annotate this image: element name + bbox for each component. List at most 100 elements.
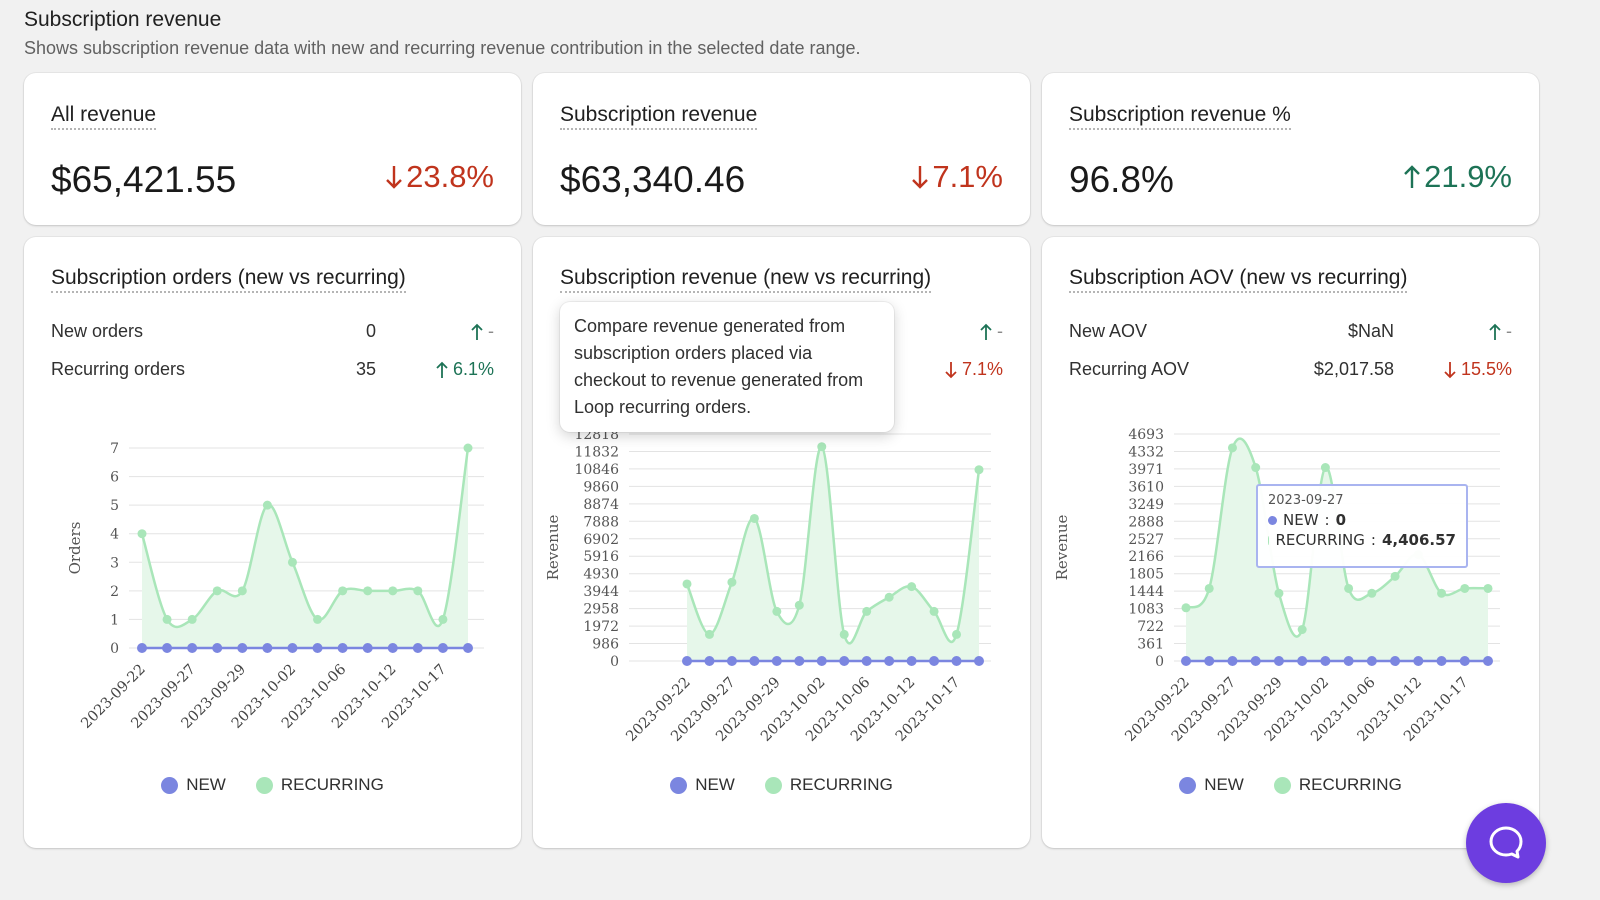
kpi-value: $65,421.55 (51, 159, 237, 200)
tooltip-colon: : (1370, 531, 1376, 549)
legend-label: RECURRING (280, 775, 384, 794)
new-point (771, 656, 782, 666)
legend-item-new[interactable]: NEW (670, 775, 735, 795)
panel-title[interactable]: Subscription orders (new vs recurring) (51, 266, 406, 293)
recurring-point (262, 500, 272, 510)
metric-row-recurring-aov: Recurring AOV $2,017.58 15.5% (1069, 359, 1512, 383)
metric-label: Recurring orders (51, 359, 186, 379)
metric-change-value: 6.1% (452, 359, 494, 379)
recurring-point (839, 629, 849, 639)
new-point (1343, 656, 1354, 666)
legend-item-recurring[interactable]: RECURRING (764, 775, 893, 795)
y-tick-label: 2888 (1128, 514, 1164, 530)
page-title: Subscription revenue (24, 8, 222, 31)
y-axis-label: Revenue (544, 515, 562, 581)
tooltip-label: RECURRING (1275, 531, 1365, 549)
y-axis-label: Revenue (1053, 515, 1071, 581)
y-tick-label: 361 (1137, 637, 1164, 653)
y-tick-label: 1444 (1128, 584, 1164, 600)
recurring-point (1483, 583, 1493, 593)
y-tick-label: 7 (110, 441, 119, 457)
new-point (906, 656, 917, 666)
new-point (884, 656, 895, 666)
new-point (974, 656, 984, 666)
arrow-up-icon (1404, 165, 1420, 188)
new-point (682, 656, 692, 666)
y-tick-label: 9860 (583, 479, 619, 495)
kpi-change: 23.8% (384, 159, 494, 195)
new-point (337, 643, 348, 653)
new-point (704, 656, 715, 666)
info-tooltip: Compare revenue generated from subscript… (560, 302, 894, 432)
recurring-point (1251, 463, 1261, 473)
new-point (287, 643, 298, 653)
metric-change: - (470, 321, 494, 342)
legend-item-recurring[interactable]: RECURRING (255, 775, 384, 795)
metric-label: New orders (51, 321, 144, 341)
recurring-point (1204, 583, 1214, 593)
recurring-point (413, 586, 423, 596)
aov-chart[interactable]: 0361722108314441805216625272888324936103… (1042, 412, 1539, 772)
chart-legend: NEW RECURRING (24, 775, 521, 795)
new-point (1297, 656, 1308, 666)
legend-item-recurring[interactable]: RECURRING (1273, 775, 1402, 795)
metric-change-value: - (1506, 321, 1512, 341)
recurring-point (862, 606, 872, 616)
recurring-point (1437, 588, 1447, 598)
chat-button[interactable] (1466, 803, 1546, 883)
legend-item-new[interactable]: NEW (161, 775, 226, 795)
legend-label: RECURRING (789, 775, 893, 794)
recurring-point (463, 443, 473, 453)
panel-title[interactable]: Subscription AOV (new vs recurring) (1069, 266, 1408, 293)
kpi-title[interactable]: Subscription revenue % (1069, 103, 1291, 130)
new-point (726, 656, 737, 666)
recurring-point (1297, 625, 1307, 635)
recurring-area (142, 448, 468, 648)
recurring-point (974, 465, 984, 475)
panel-subscription-orders: Subscription orders (new vs recurring) N… (24, 237, 521, 848)
recurring-point (388, 586, 398, 596)
y-tick-label: 1972 (583, 619, 619, 635)
kpi-title[interactable]: All revenue (51, 103, 157, 130)
tooltip-row-recurring: RECURRING: 4,406.57 (1268, 531, 1456, 549)
metric-change-value: - (997, 321, 1003, 341)
recurring-point (817, 442, 827, 452)
new-point (1250, 656, 1261, 666)
kpi-title[interactable]: Subscription revenue (560, 103, 758, 130)
panel-title[interactable]: Subscription revenue (new vs recurring) (560, 266, 932, 293)
orders-chart[interactable]: 01234567Orders2023-09-222023-09-272023-0… (24, 412, 521, 772)
recurring-point (749, 513, 759, 523)
new-point (137, 643, 147, 653)
y-tick-label: 2527 (1128, 532, 1164, 548)
chart-legend: NEW RECURRING (1042, 775, 1539, 795)
recurring-point (1344, 583, 1354, 593)
kpi-card-subscription-revenue-percent: Subscription revenue % 96.8% 21.9% (1042, 73, 1539, 225)
legend-dot-icon (1273, 776, 1291, 794)
kpi-value: $63,340.46 (560, 159, 746, 200)
y-tick-label: 1805 (1128, 567, 1164, 583)
new-point (749, 656, 760, 666)
legend-dot-icon (670, 776, 688, 794)
legend-item-new[interactable]: NEW (1179, 775, 1244, 795)
metric-value: $NaN (1347, 321, 1394, 341)
y-tick-label: 4332 (1128, 444, 1164, 460)
new-point (1273, 656, 1284, 666)
new-point (262, 643, 273, 653)
arrow-up-icon (980, 323, 992, 340)
tooltip-dot-icon (1268, 535, 1270, 545)
y-tick-label: 2 (110, 584, 119, 600)
recurring-point (929, 606, 939, 616)
y-tick-label: 7888 (583, 514, 619, 530)
recurring-point (794, 600, 804, 610)
arrow-down-icon (912, 166, 929, 189)
new-point (1320, 656, 1331, 666)
y-tick-label: 5916 (583, 549, 619, 565)
recurring-point (313, 614, 323, 624)
new-point (162, 643, 173, 653)
recurring-point (1181, 603, 1191, 613)
y-tick-label: 6902 (583, 532, 619, 548)
tooltip-value: 0 (1335, 511, 1347, 529)
recurring-point (1460, 583, 1470, 593)
new-point (951, 656, 962, 666)
